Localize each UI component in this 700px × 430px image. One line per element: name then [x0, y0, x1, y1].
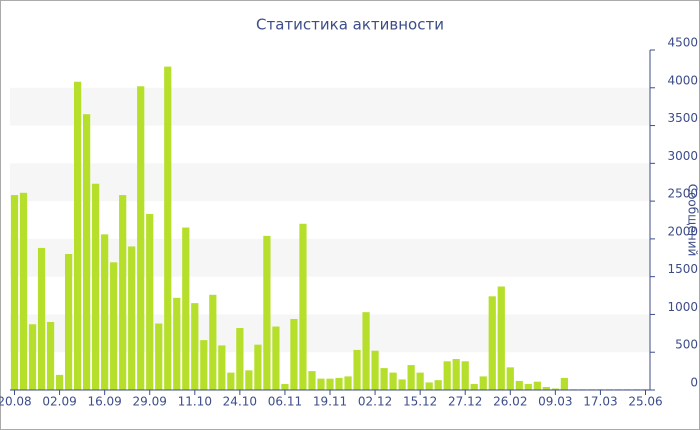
- y-tick-label: 0: [690, 376, 698, 390]
- bar: [245, 370, 253, 390]
- y-tick-label: 1500: [667, 262, 698, 276]
- x-tick-label: 17.03: [583, 395, 617, 409]
- y-tick-label: 4000: [667, 73, 698, 87]
- bar: [488, 296, 496, 390]
- x-tick-label: 02.09: [42, 395, 76, 409]
- x-tick-label: 20.08: [0, 395, 32, 409]
- y-tick-label: 500: [675, 338, 698, 352]
- bar: [452, 359, 460, 390]
- bar: [191, 303, 199, 390]
- bar: [371, 350, 379, 390]
- y-tick-label: 1000: [667, 300, 698, 314]
- bar: [146, 213, 154, 390]
- bar: [443, 361, 451, 390]
- x-tick-label: 19.11: [313, 395, 347, 409]
- y-tick-label: 2500: [667, 187, 698, 201]
- y-tick-label: 4500: [667, 36, 698, 50]
- bar: [506, 367, 514, 390]
- bar: [128, 246, 136, 390]
- bar: [46, 322, 55, 390]
- bar: [524, 383, 532, 390]
- bar: [290, 318, 298, 390]
- bar: [317, 378, 325, 390]
- bar: [92, 183, 100, 390]
- bar: [173, 297, 181, 390]
- bar: [110, 262, 118, 390]
- bar: [272, 326, 280, 390]
- bar: [28, 324, 37, 390]
- bar: [326, 378, 334, 390]
- bar: [479, 376, 487, 390]
- bar: [281, 383, 289, 390]
- x-tick-label: 02.12: [358, 395, 392, 409]
- x-tick-label: 16.09: [87, 395, 121, 409]
- x-tick-label: 29.09: [133, 395, 167, 409]
- bar: [380, 368, 388, 390]
- x-tick-label: 06.11: [268, 395, 302, 409]
- x-tick-label: 15.12: [403, 395, 437, 409]
- bar: [362, 312, 370, 390]
- bar: [497, 286, 505, 390]
- bar: [227, 372, 235, 390]
- y-tick-label: 2000: [667, 224, 698, 238]
- bar: [254, 344, 262, 390]
- bar: [19, 192, 28, 390]
- bar: [218, 345, 226, 390]
- grid-band: [10, 87, 650, 126]
- bar: [389, 372, 397, 390]
- bar: [461, 361, 469, 390]
- bar: [551, 388, 559, 390]
- bar: [434, 380, 442, 390]
- x-tick-label: 26.02: [493, 395, 527, 409]
- bar: [119, 195, 127, 390]
- bar: [182, 227, 190, 390]
- bar: [101, 234, 109, 390]
- bar: [55, 374, 64, 390]
- bar: [407, 365, 415, 390]
- bar: [200, 340, 208, 390]
- bar: [515, 380, 523, 390]
- bar: [560, 377, 568, 390]
- bar: [308, 371, 316, 390]
- x-tick-label: 25.06: [628, 395, 662, 409]
- bar: [299, 223, 307, 390]
- bar: [353, 349, 361, 390]
- bar: [416, 372, 424, 390]
- y-axis-label: Сообщений: [686, 184, 700, 257]
- x-tick-label: 11.10: [178, 395, 212, 409]
- bar: [164, 66, 172, 390]
- bar: [344, 376, 352, 390]
- bar: [137, 86, 145, 391]
- x-tick-label: 27.12: [448, 395, 482, 409]
- bar: [398, 379, 406, 390]
- bar: [335, 377, 343, 390]
- bar: [542, 386, 550, 390]
- bar: [533, 381, 541, 390]
- bar: [64, 254, 73, 390]
- x-tick-label: 24.10: [223, 395, 257, 409]
- bar: [209, 294, 217, 390]
- y-tick-label: 3000: [667, 149, 698, 163]
- bar: [10, 195, 19, 390]
- chart-title: Статистика активности: [256, 16, 444, 34]
- bar: [263, 235, 271, 390]
- bar: [470, 383, 478, 390]
- bar: [155, 323, 163, 390]
- y-tick-label: 3500: [667, 111, 698, 125]
- grid-band: [10, 163, 650, 202]
- x-tick-label: 09.03: [538, 395, 572, 409]
- bar: [425, 382, 433, 390]
- bar: [236, 328, 244, 390]
- bar: [83, 114, 91, 390]
- bar: [74, 81, 82, 390]
- bar: [37, 247, 46, 390]
